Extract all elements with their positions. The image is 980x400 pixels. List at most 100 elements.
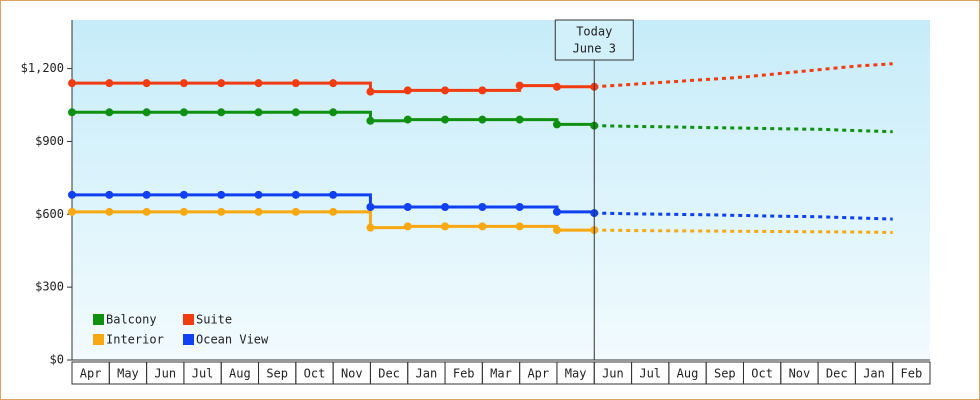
point	[403, 222, 412, 231]
point	[217, 108, 226, 117]
series-line	[72, 193, 596, 214]
point	[254, 207, 263, 216]
annotation-box	[554, 19, 634, 61]
legend-swatch	[93, 334, 104, 345]
x-tick-label: Nov	[341, 367, 363, 381]
x-tick-label: Aug	[229, 367, 251, 381]
x-tick-label: Jun	[154, 367, 176, 381]
point	[329, 79, 338, 88]
point	[441, 115, 450, 124]
point	[478, 222, 487, 231]
point	[291, 108, 300, 117]
point	[291, 79, 300, 88]
point	[441, 222, 450, 231]
x-tick-label: May	[565, 367, 587, 381]
x-tick-label: Dec	[378, 367, 400, 381]
point	[68, 108, 76, 117]
x-tick-label: Apr	[80, 367, 102, 381]
point	[179, 108, 188, 117]
x-tick-label: Sep	[714, 367, 736, 381]
point	[366, 87, 375, 96]
x-tick-label: Jan	[863, 367, 885, 381]
point	[441, 86, 450, 95]
y-tick-label: $900	[35, 134, 64, 148]
point	[68, 79, 76, 88]
projected-line	[594, 124, 893, 134]
x-tick-label: Feb	[901, 367, 923, 381]
point	[366, 223, 375, 232]
point	[142, 207, 151, 216]
point	[105, 108, 114, 117]
point	[142, 108, 151, 117]
y-tick-label: $1,200	[21, 61, 64, 75]
legend-label: Interior	[106, 333, 164, 347]
point	[217, 79, 226, 88]
y-tick-label: $300	[35, 280, 64, 294]
x-tick-label: Mar	[490, 367, 512, 381]
point	[179, 207, 188, 216]
x-tick-label: Feb	[453, 367, 475, 381]
point	[478, 203, 487, 211]
projected-line	[594, 211, 893, 221]
x-tick-label: Jun	[602, 367, 624, 381]
legend-label: Balcony	[106, 313, 157, 327]
projected-line	[594, 62, 893, 89]
legend-label: Suite	[196, 313, 232, 327]
point	[478, 115, 487, 124]
y-tick-label: $0	[50, 353, 64, 367]
point	[366, 203, 375, 211]
point	[552, 207, 561, 216]
legend-swatch	[93, 314, 104, 325]
point	[254, 79, 263, 88]
point	[515, 81, 524, 90]
x-tick-label: Dec	[826, 367, 848, 381]
legend-label: Ocean View	[196, 333, 269, 347]
point	[403, 203, 412, 211]
point	[68, 190, 76, 199]
point	[515, 203, 524, 211]
legend-swatch	[183, 314, 194, 325]
x-tick-label: Oct	[304, 367, 326, 381]
point	[142, 190, 151, 199]
x-tick-cell	[892, 361, 931, 385]
x-tick-label: Jul	[639, 367, 661, 381]
x-tick-label: Apr	[527, 367, 549, 381]
x-tick-label: Nov	[789, 367, 811, 381]
point	[478, 86, 487, 95]
point	[515, 115, 524, 124]
point	[217, 207, 226, 216]
point	[552, 226, 561, 235]
series-line	[72, 210, 595, 232]
point	[105, 79, 114, 88]
point	[329, 108, 338, 117]
annotation-text: June 3	[573, 42, 616, 56]
point	[291, 207, 300, 216]
point	[403, 115, 412, 124]
point	[403, 86, 412, 95]
point	[142, 79, 151, 88]
plot-area	[72, 20, 930, 360]
point	[179, 190, 188, 199]
point	[68, 207, 76, 216]
point	[217, 190, 226, 199]
point	[254, 108, 263, 117]
point	[179, 79, 188, 88]
point	[515, 222, 524, 231]
x-tick-label: Jan	[416, 367, 438, 381]
x-tick-label: May	[117, 367, 139, 381]
point	[552, 120, 561, 129]
legend-swatch	[183, 334, 194, 345]
y-tick-label: $600	[35, 207, 64, 221]
x-tick-label: Jul	[192, 367, 214, 381]
point	[552, 82, 561, 91]
point	[329, 207, 338, 216]
point	[254, 190, 263, 199]
point	[329, 190, 338, 199]
point	[366, 116, 375, 125]
x-tick-label: Sep	[266, 367, 288, 381]
x-tick-label: Aug	[677, 367, 699, 381]
x-tick-label: Oct	[751, 367, 773, 381]
point	[105, 207, 114, 216]
point	[441, 203, 450, 211]
